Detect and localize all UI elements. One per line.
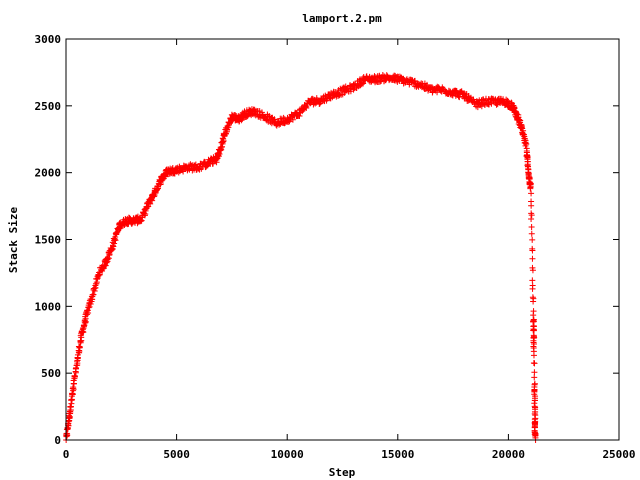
- plot-frame: [65, 38, 620, 441]
- y-tick-label: 2000: [35, 167, 62, 180]
- x-tick-label: 20000: [492, 448, 525, 461]
- data-point: [303, 104, 310, 111]
- y-tick-label: 500: [41, 367, 61, 380]
- data-point: [358, 81, 365, 88]
- data-point: [296, 112, 303, 119]
- data-point: [70, 384, 77, 391]
- y-axis-label: Stack Size: [7, 207, 20, 274]
- data-point: [244, 113, 251, 120]
- data-point: [70, 380, 77, 387]
- data-point: [90, 291, 97, 298]
- data-point: [528, 212, 535, 219]
- data-point: [531, 360, 538, 367]
- data-point: [149, 197, 156, 204]
- data-point: [531, 369, 538, 376]
- data-point: [138, 217, 145, 224]
- data-point: [529, 255, 536, 262]
- data-point: [154, 185, 161, 192]
- data-point: [516, 116, 523, 123]
- data-point: [482, 97, 489, 104]
- data-point: [531, 326, 538, 333]
- data-point: [530, 298, 537, 305]
- y-tick-label: 3000: [35, 33, 62, 46]
- data-point: [528, 190, 535, 197]
- data-point: [531, 334, 538, 341]
- data-point: [528, 202, 535, 209]
- data-point: [218, 146, 225, 153]
- x-axis-label: Step: [329, 466, 356, 479]
- data-point: [528, 230, 535, 237]
- y-tick-label: 1000: [35, 300, 62, 313]
- data-point: [175, 169, 182, 176]
- data-point: [299, 107, 306, 114]
- data-point: [529, 267, 536, 274]
- data-point: [529, 285, 536, 292]
- data-point: [220, 138, 227, 145]
- x-tick-label: 10000: [271, 448, 304, 461]
- data-point: [86, 303, 93, 310]
- data-point: [92, 284, 99, 291]
- x-tick-label: 15000: [381, 448, 414, 461]
- data-point: [527, 185, 534, 192]
- data-point: [69, 390, 76, 397]
- data-point: [529, 277, 536, 284]
- chart-title: lamport.2.pm: [302, 12, 382, 25]
- data-point: [125, 214, 132, 221]
- data-point: [461, 90, 468, 97]
- data-point: [108, 246, 115, 253]
- x-tick-label: 5000: [163, 448, 190, 461]
- y-tick-label: 1500: [35, 234, 62, 247]
- y-tick-label: 0: [54, 434, 61, 447]
- y-tick-label: 2500: [35, 100, 62, 113]
- data-point: [531, 397, 538, 404]
- data-point: [300, 106, 307, 113]
- data-point: [276, 121, 283, 128]
- data-point: [528, 223, 535, 230]
- data-point: [531, 410, 538, 417]
- data-point: [531, 431, 538, 438]
- data-point: [232, 112, 239, 119]
- data-point: [112, 237, 119, 244]
- data-point: [523, 141, 530, 148]
- x-tick-label: 0: [63, 448, 70, 461]
- data-point: [102, 262, 109, 269]
- data-point: [96, 271, 103, 278]
- data-point: [71, 373, 78, 380]
- x-tick-label: 25000: [602, 448, 635, 461]
- data-point: [91, 287, 98, 294]
- data-point: [529, 247, 536, 254]
- data-point: [524, 162, 531, 169]
- data-point: [527, 180, 534, 187]
- data-point: [531, 374, 538, 381]
- data-point: [351, 81, 358, 88]
- data-point: [210, 160, 217, 167]
- data-point: [76, 343, 83, 350]
- data-point: [530, 352, 537, 359]
- data-point: [103, 259, 110, 266]
- data-point: [530, 327, 537, 334]
- data-point: [456, 94, 463, 101]
- data-point: [530, 312, 537, 319]
- axis-ticks: 0 5000 10000 15000 20000 25000 0 500 1000 1500 200…: [35, 33, 636, 461]
- data-point: [93, 279, 100, 286]
- data-point: [85, 309, 92, 316]
- data-point: [528, 216, 535, 223]
- data-points: [63, 71, 539, 443]
- data-point: [531, 380, 538, 387]
- data-point: [480, 96, 487, 103]
- data-point: [113, 229, 120, 236]
- data-point: [511, 104, 518, 111]
- data-point: [529, 236, 536, 243]
- data-point: [411, 77, 418, 84]
